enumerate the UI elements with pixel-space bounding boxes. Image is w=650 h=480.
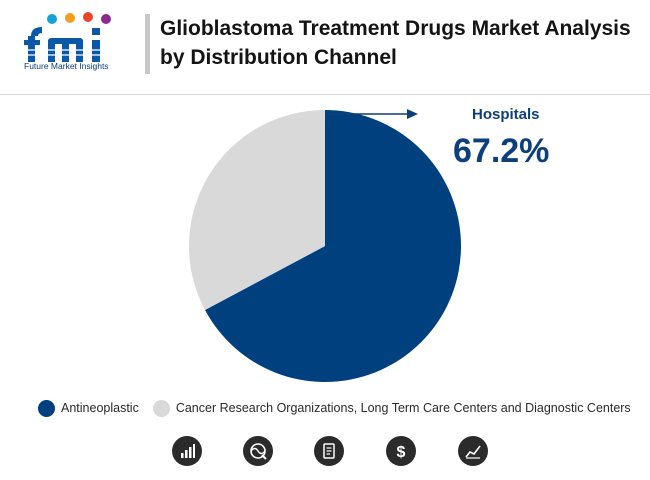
callout-value: 67.2% <box>453 132 550 170</box>
legend-swatch <box>152 399 170 417</box>
dollar-icon: $ <box>386 436 416 466</box>
pie-slice-0 <box>205 110 461 382</box>
callout-arrowhead <box>407 109 418 119</box>
legend-item-cancer-research: Cancer Research Organizations, Long Term… <box>152 399 631 417</box>
legend-item-antineoplastic: Antineoplastic <box>38 399 139 417</box>
footer-icons: $ <box>0 436 650 468</box>
bar-chart-icon <box>172 436 202 466</box>
callout-category: Hospitals <box>472 106 540 123</box>
header-divider <box>0 94 650 95</box>
pie-slice-1 <box>188 110 325 311</box>
chart-title: Glioblastoma Treatment Drugs Market Anal… <box>160 17 631 69</box>
pie-chart <box>188 109 461 382</box>
logo-tagline: Future Market Insights <box>24 61 109 71</box>
title-accent-bar <box>145 14 150 74</box>
pie-slices <box>188 110 461 382</box>
trend-chart-icon <box>458 436 488 466</box>
document-icon <box>314 436 344 466</box>
header: Future Market Insights Glioblastoma Trea… <box>0 0 650 92</box>
legend-label: Cancer Research Organizations, Long Term… <box>175 401 631 415</box>
legend-swatch <box>38 399 55 417</box>
fmi-logo <box>24 12 111 62</box>
svg-text:$: $ <box>397 444 406 460</box>
legend: Antineoplastic Cancer Research Organizat… <box>38 398 638 418</box>
legend-label: Antineoplastic <box>61 401 139 415</box>
globe-icon <box>243 436 273 466</box>
